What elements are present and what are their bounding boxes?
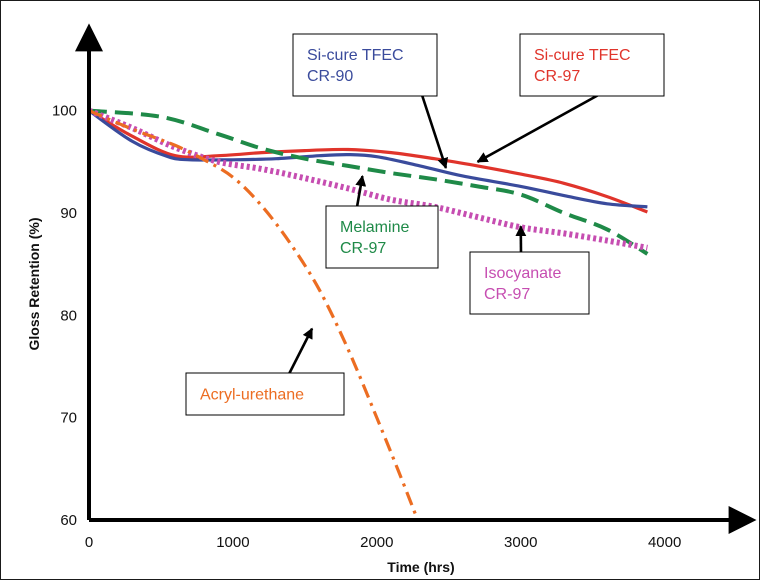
y-axis-title: Gloss Retention (%) — [26, 217, 42, 350]
callout-arrow-2 — [355, 175, 367, 208]
callout-box-2 — [325, 205, 439, 269]
callout-text-2-0: Melamine — [340, 219, 409, 236]
x-tick-label-2: 2000 — [360, 534, 393, 551]
callout-box-3 — [469, 251, 590, 315]
callout-box-0 — [292, 33, 438, 97]
x-tick-label-3: 3000 — [504, 534, 537, 551]
callout-box-4 — [185, 372, 345, 416]
series-line-3 — [87, 107, 648, 251]
series-layer — [87, 107, 649, 516]
callout-text-3-0: Isocyanate — [484, 265, 561, 282]
y-tick-label-4: 100 — [52, 103, 77, 120]
series-line-2 — [88, 108, 649, 256]
callout-text-4-0: Acryl-urethane — [200, 387, 304, 404]
y-tick-label-0: 60 — [60, 512, 77, 529]
series-line-4 — [88, 109, 418, 516]
y-tick-label-2: 80 — [60, 307, 77, 324]
y-tick-label-1: 70 — [60, 410, 77, 427]
axes-layer — [75, 23, 757, 534]
callout-arrow-1 — [476, 91, 603, 163]
callout-box-1 — [519, 33, 665, 97]
callout-arrow-0 — [420, 94, 449, 169]
x-tick-label-4: 4000 — [648, 534, 681, 551]
x-tick-label-0: 0 — [85, 534, 93, 551]
callout-text-3-1: CR-97 — [484, 286, 530, 303]
x-axis-title: Time (hrs) — [387, 559, 454, 575]
callout-text-0-1: CR-90 — [307, 68, 353, 85]
callouts-layer: Si-cure TFEC CR-90 Si-cure TFEC CR-97 Melami… — [185, 33, 665, 416]
x-tick-label-1: 1000 — [216, 534, 249, 551]
callout-text-0-0: Si-cure TFEC — [307, 47, 404, 64]
callout-arrow-4 — [287, 327, 314, 375]
series-line-0 — [88, 109, 648, 214]
y-tick-label-3: 90 — [60, 205, 77, 222]
callout-text-2-1: CR-97 — [340, 240, 386, 257]
callout-text-1-0: Si-cure TFEC — [534, 47, 631, 64]
ticks-layer: 0 1000 2000 3000 4000 60 70 80 90 100 — [52, 103, 681, 551]
series-line-1 — [88, 109, 648, 209]
callout-text-1-1: CR-97 — [534, 68, 580, 85]
